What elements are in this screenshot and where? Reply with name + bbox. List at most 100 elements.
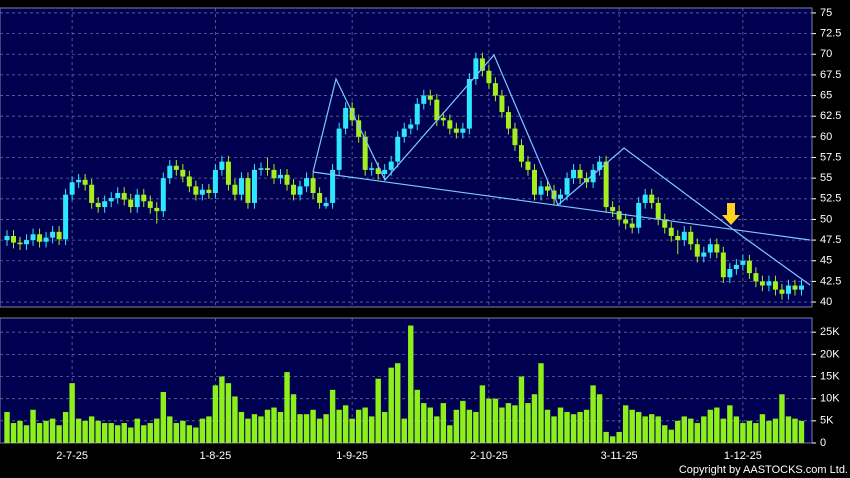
volume-bar (701, 416, 707, 443)
candle-body (571, 169, 577, 179)
candle-body (473, 58, 479, 80)
y-tick-label: 20K (820, 348, 840, 360)
volume-bar (271, 407, 277, 443)
volume-bar (486, 398, 492, 443)
volume-bar (583, 409, 590, 443)
candle-body (766, 281, 772, 286)
volume-bar (603, 431, 609, 443)
candle-body (714, 244, 720, 253)
candle-body (427, 95, 433, 100)
candle-body (759, 281, 765, 286)
axes: 40 42.5 45 47.5 50 52.5 55 57.5 60 62.5 65 67.5 70 72… (56, 7, 841, 462)
candle-body (408, 124, 414, 129)
candle-body (558, 194, 564, 199)
candle-body (147, 201, 153, 208)
candle-body (616, 211, 622, 220)
candle-body (37, 234, 43, 242)
volume-bar (720, 418, 727, 443)
candle-body (310, 178, 316, 194)
volume-bar (714, 407, 720, 443)
volume-bar (329, 389, 336, 443)
volume-bar (323, 414, 329, 443)
volume-bar (284, 372, 290, 443)
candle-body (238, 178, 244, 195)
candle-body (414, 103, 420, 125)
volume-bar (740, 423, 746, 443)
volume-bar (23, 425, 30, 443)
volume-bar (43, 420, 49, 443)
volume-bar (342, 405, 349, 443)
volume-bar (707, 409, 714, 443)
volume-bar (688, 418, 694, 443)
candle-body (258, 168, 264, 170)
candle-body (375, 168, 381, 175)
candle-body (141, 194, 147, 202)
volume-bar (785, 416, 792, 443)
candle-body (219, 161, 225, 170)
candle-body (206, 189, 212, 194)
candle-body (603, 161, 609, 208)
candle-body (590, 169, 596, 183)
volume-bar (199, 418, 206, 443)
candle-body (681, 231, 687, 241)
candle-body (43, 237, 49, 242)
volume-bar (655, 416, 661, 443)
x-tick-label: 1-9-25 (336, 450, 368, 462)
candle-body (531, 169, 537, 195)
candle-body (128, 199, 134, 208)
y-tick-label: 75 (820, 7, 832, 19)
y-tick-label: 5K (820, 415, 834, 427)
candle-body (63, 194, 69, 240)
volume-bar (180, 420, 186, 443)
candle-body (545, 186, 551, 191)
volume-bar (629, 409, 635, 443)
volume-bar (336, 409, 342, 443)
candle-body (382, 169, 388, 175)
volume-bar (62, 411, 69, 443)
candle-body (779, 289, 785, 294)
candle-body (17, 242, 23, 245)
candle-body (56, 231, 62, 240)
candle-body (753, 273, 759, 282)
candle-body (675, 235, 681, 241)
volume-bar (36, 423, 43, 443)
candle-body (284, 174, 290, 185)
volume-bar (355, 409, 362, 443)
volume-bar (368, 416, 375, 443)
y-tick-label: 47.5 (820, 234, 841, 246)
candle-body (199, 189, 205, 195)
candle-body (577, 169, 583, 179)
volume-bar (245, 418, 251, 443)
candle-body (479, 58, 485, 71)
y-tick-label: 40 (820, 296, 832, 308)
candle-body (688, 231, 694, 245)
volume-bar (538, 363, 544, 443)
volume-bar (69, 383, 75, 443)
candle-body (304, 178, 310, 187)
y-tick-label: 42.5 (820, 275, 841, 287)
zigzag-line (312, 53, 811, 286)
candle-body (649, 194, 655, 203)
candle-body (291, 184, 297, 195)
volume-bar (759, 414, 766, 443)
volume-bar (88, 416, 95, 443)
x-tick-label: 1-8-25 (199, 450, 231, 462)
candle-body (323, 202, 329, 207)
volume-bar (225, 383, 232, 443)
volume-bar (401, 418, 407, 443)
candle-body (245, 178, 251, 203)
volume-bar (635, 411, 642, 443)
candle-body (356, 120, 362, 137)
candle-body (486, 70, 492, 84)
y-tick-label: 55 (820, 172, 832, 184)
x-tick-label: 1-12-25 (724, 450, 762, 462)
volume-bar (505, 403, 512, 443)
marks (4, 52, 805, 443)
volume-bar (49, 418, 56, 443)
volume-bar (17, 420, 23, 443)
y-tick-label: 65 (820, 89, 832, 101)
x-tick-label: 2-7-25 (56, 450, 88, 462)
x-tick-label: 2-10-25 (470, 450, 508, 462)
copyright: Copyright by AASTOCKS.com Ltd. (679, 464, 848, 476)
